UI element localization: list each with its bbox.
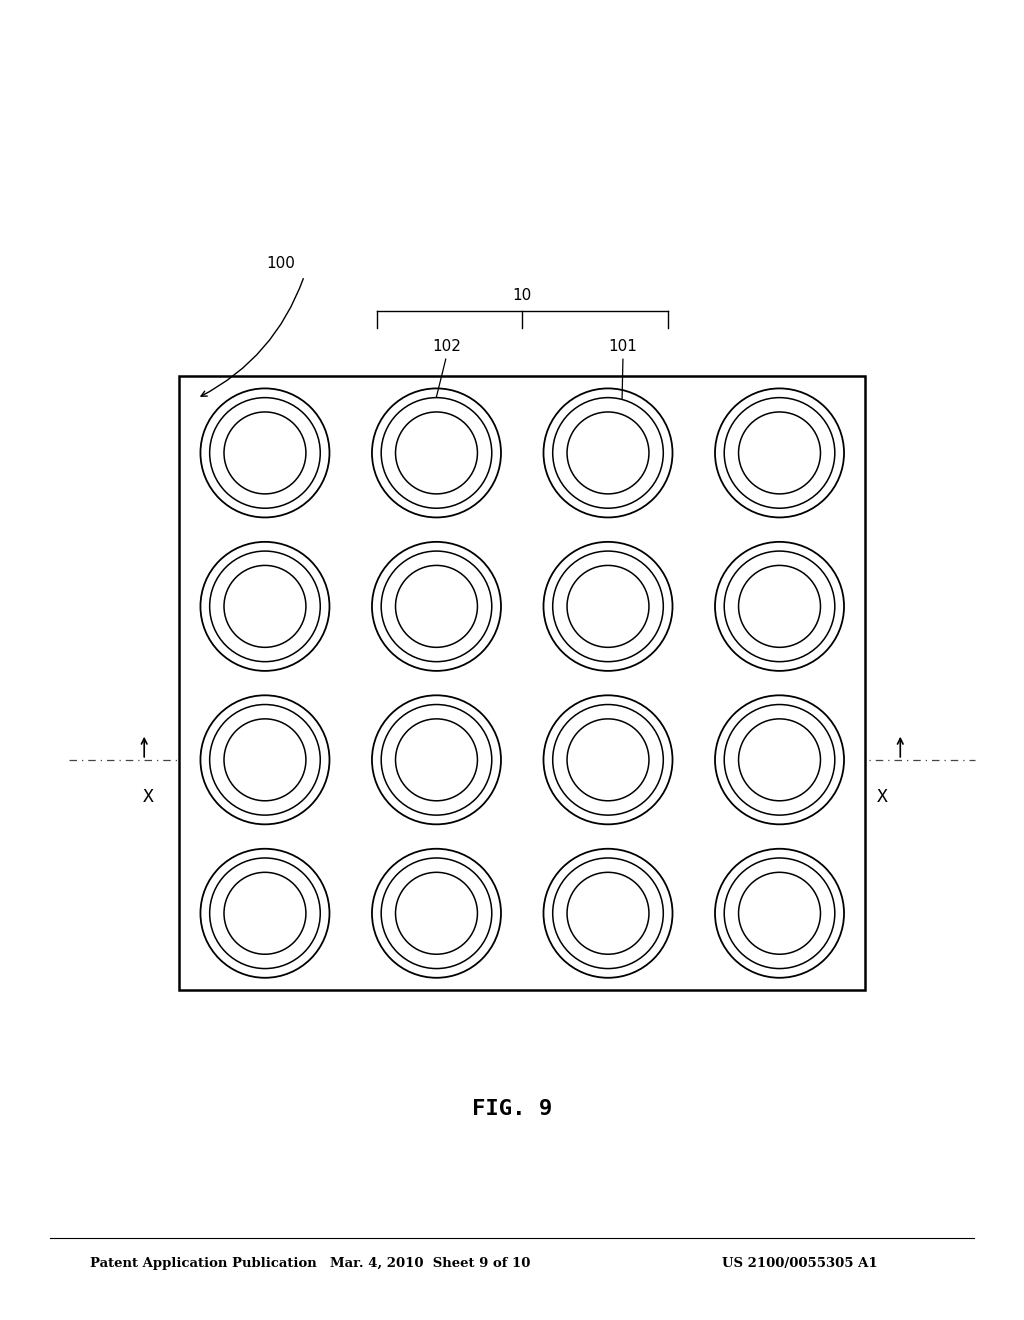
Ellipse shape bbox=[567, 873, 649, 954]
Ellipse shape bbox=[381, 858, 492, 969]
Ellipse shape bbox=[372, 849, 501, 978]
Ellipse shape bbox=[544, 696, 673, 824]
Ellipse shape bbox=[724, 858, 835, 969]
Ellipse shape bbox=[395, 412, 477, 494]
Ellipse shape bbox=[381, 397, 492, 508]
Ellipse shape bbox=[381, 705, 492, 816]
Text: X: X bbox=[143, 788, 154, 805]
Ellipse shape bbox=[715, 388, 844, 517]
Ellipse shape bbox=[201, 388, 330, 517]
Ellipse shape bbox=[567, 719, 649, 801]
Ellipse shape bbox=[553, 397, 664, 508]
Ellipse shape bbox=[715, 543, 844, 671]
Ellipse shape bbox=[738, 873, 820, 954]
Ellipse shape bbox=[201, 849, 330, 978]
Ellipse shape bbox=[210, 705, 321, 816]
Ellipse shape bbox=[210, 550, 321, 661]
Ellipse shape bbox=[201, 543, 330, 671]
Ellipse shape bbox=[372, 543, 501, 671]
Ellipse shape bbox=[567, 412, 649, 494]
Ellipse shape bbox=[724, 397, 835, 508]
Ellipse shape bbox=[395, 565, 477, 647]
Text: US 2100/0055305 A1: US 2100/0055305 A1 bbox=[722, 1257, 878, 1270]
Text: X: X bbox=[878, 788, 888, 805]
Ellipse shape bbox=[201, 696, 330, 824]
Ellipse shape bbox=[395, 719, 477, 801]
Ellipse shape bbox=[715, 696, 844, 824]
Ellipse shape bbox=[395, 873, 477, 954]
Ellipse shape bbox=[567, 565, 649, 647]
Ellipse shape bbox=[553, 550, 664, 661]
Ellipse shape bbox=[544, 849, 673, 978]
Ellipse shape bbox=[210, 397, 321, 508]
Ellipse shape bbox=[553, 858, 664, 969]
Ellipse shape bbox=[738, 719, 820, 801]
Ellipse shape bbox=[372, 388, 501, 517]
Ellipse shape bbox=[724, 550, 835, 661]
Bar bbox=[179, 376, 865, 990]
Text: 101: 101 bbox=[608, 339, 637, 354]
Ellipse shape bbox=[224, 873, 306, 954]
Ellipse shape bbox=[372, 696, 501, 824]
Text: Mar. 4, 2010  Sheet 9 of 10: Mar. 4, 2010 Sheet 9 of 10 bbox=[330, 1257, 530, 1270]
Ellipse shape bbox=[544, 543, 673, 671]
Text: 102: 102 bbox=[432, 339, 461, 354]
Ellipse shape bbox=[715, 849, 844, 978]
Ellipse shape bbox=[724, 705, 835, 816]
Ellipse shape bbox=[738, 565, 820, 647]
Ellipse shape bbox=[224, 412, 306, 494]
Ellipse shape bbox=[224, 565, 306, 647]
Ellipse shape bbox=[224, 719, 306, 801]
Ellipse shape bbox=[544, 388, 673, 517]
Ellipse shape bbox=[553, 705, 664, 816]
Text: 100: 100 bbox=[266, 256, 295, 272]
Text: FIG. 9: FIG. 9 bbox=[472, 1098, 552, 1119]
Text: 10: 10 bbox=[513, 288, 531, 304]
Text: Patent Application Publication: Patent Application Publication bbox=[90, 1257, 316, 1270]
Ellipse shape bbox=[381, 550, 492, 661]
Ellipse shape bbox=[738, 412, 820, 494]
Ellipse shape bbox=[210, 858, 321, 969]
